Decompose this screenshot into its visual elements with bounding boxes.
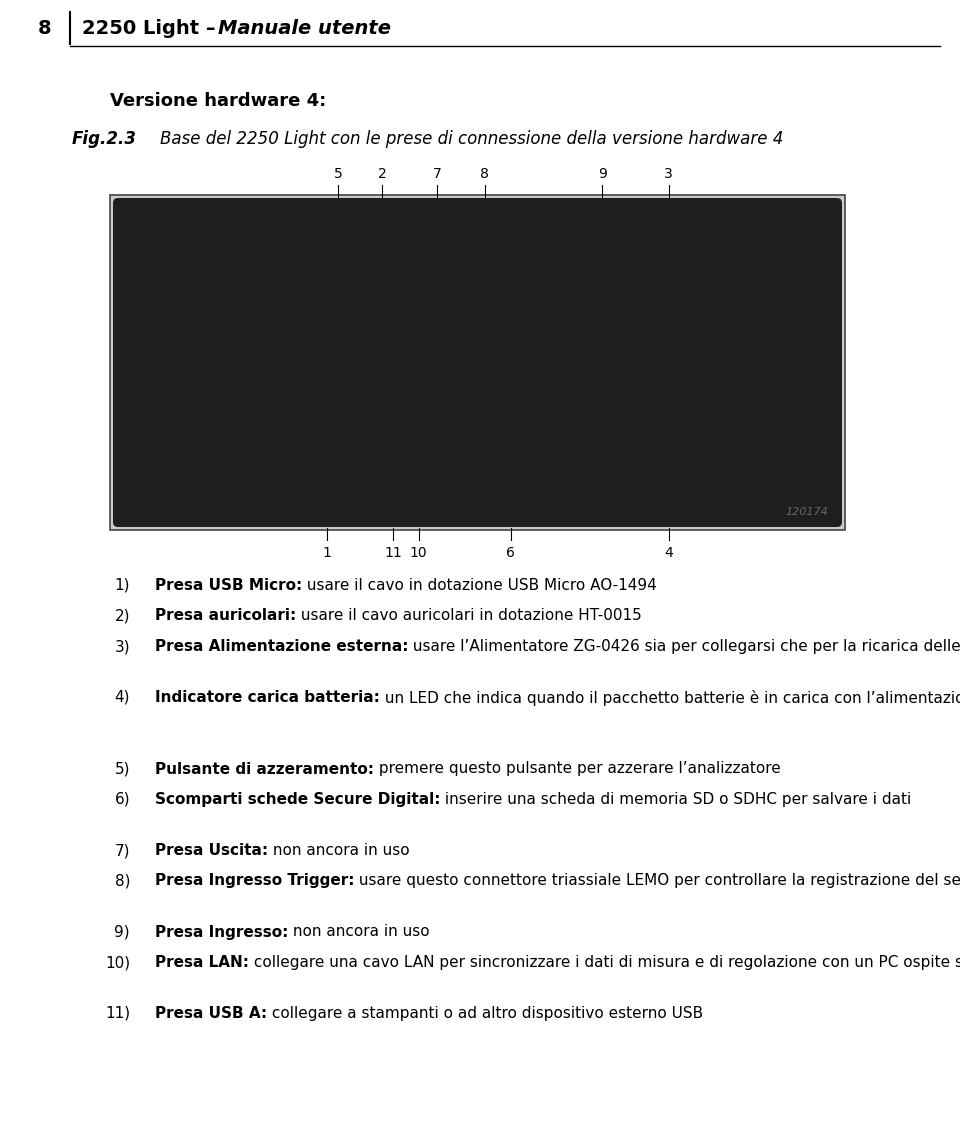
Text: 4: 4 (664, 545, 673, 560)
Text: 10: 10 (410, 545, 427, 560)
Text: 2): 2) (114, 609, 130, 624)
Text: 1): 1) (114, 578, 130, 593)
FancyBboxPatch shape (113, 198, 842, 527)
Text: 9): 9) (114, 924, 130, 939)
Text: inserire una scheda di memoria SD o SDHC per salvare i dati: inserire una scheda di memoria SD o SDHC… (441, 792, 912, 807)
Text: 9: 9 (598, 167, 607, 181)
Text: 5): 5) (114, 762, 130, 777)
Text: Presa Ingresso Trigger:: Presa Ingresso Trigger: (155, 873, 354, 889)
Text: Presa Uscita:: Presa Uscita: (155, 843, 268, 858)
Text: 4): 4) (114, 689, 130, 705)
Text: 7): 7) (114, 843, 130, 858)
Text: 6): 6) (114, 792, 130, 807)
Text: usare l’Alimentatore ZG-0426 sia per collegarsi che per la ricarica delle batter: usare l’Alimentatore ZG-0426 sia per col… (409, 638, 960, 654)
Text: usare il cavo in dotazione USB Micro AO-1494: usare il cavo in dotazione USB Micro AO-… (302, 578, 657, 593)
Text: 3: 3 (664, 167, 673, 181)
Text: non ancora in uso: non ancora in uso (288, 924, 430, 939)
Bar (110, 195, 845, 530)
Text: premere questo pulsante per azzerare l’analizzatore: premere questo pulsante per azzerare l’a… (374, 762, 780, 777)
Text: collegare una cavo LAN per sincronizzare i dati di misura e di regolazione con u: collegare una cavo LAN per sincronizzare… (249, 955, 960, 970)
Text: 7: 7 (433, 167, 442, 181)
Text: Indicatore carica batteria:: Indicatore carica batteria: (155, 689, 380, 705)
Text: Presa Ingresso:: Presa Ingresso: (155, 924, 288, 939)
Text: 10): 10) (105, 955, 130, 970)
Text: 120174: 120174 (785, 507, 828, 517)
Text: 2: 2 (377, 167, 386, 181)
Text: Presa LAN:: Presa LAN: (155, 955, 249, 970)
Text: Presa USB Micro:: Presa USB Micro: (155, 578, 302, 593)
Text: Presa Alimentazione esterna:: Presa Alimentazione esterna: (155, 638, 409, 654)
Text: Presa auricolari:: Presa auricolari: (155, 609, 297, 624)
Text: 11: 11 (384, 545, 402, 560)
Text: Pulsante di azzeramento:: Pulsante di azzeramento: (155, 762, 374, 777)
Text: 11): 11) (105, 1006, 130, 1021)
Text: Versione hardware 4:: Versione hardware 4: (110, 92, 326, 110)
Text: 8): 8) (114, 873, 130, 889)
Text: 8: 8 (38, 18, 52, 37)
Text: 8: 8 (480, 167, 490, 181)
Text: Presa USB A:: Presa USB A: (155, 1006, 267, 1021)
Text: Fig.2.3: Fig.2.3 (72, 130, 137, 149)
Text: un LED che indica quando il pacchetto batterie è in carica con l’alimentazione e: un LED che indica quando il pacchetto ba… (380, 689, 960, 706)
Text: collegare a stampanti o ad altro dispositivo esterno USB: collegare a stampanti o ad altro disposi… (267, 1006, 704, 1021)
Text: usare questo connettore triassiale LEMO per controllare la registrazione del seg: usare questo connettore triassiale LEMO … (354, 873, 960, 889)
Text: 5: 5 (333, 167, 342, 181)
Text: Scomparti schede Secure Digital:: Scomparti schede Secure Digital: (155, 792, 441, 807)
Text: 3): 3) (114, 638, 130, 654)
Text: 6: 6 (506, 545, 515, 560)
Text: 2250 Light –: 2250 Light – (82, 18, 223, 37)
Text: Manuale utente: Manuale utente (218, 18, 391, 37)
Text: usare il cavo auricolari in dotazione HT-0015: usare il cavo auricolari in dotazione HT… (297, 609, 642, 624)
Text: 1: 1 (323, 545, 331, 560)
Text: non ancora in uso: non ancora in uso (268, 843, 410, 858)
Text: Base del 2250 Light con le prese di connessione della versione hardware 4: Base del 2250 Light con le prese di conn… (160, 130, 783, 149)
